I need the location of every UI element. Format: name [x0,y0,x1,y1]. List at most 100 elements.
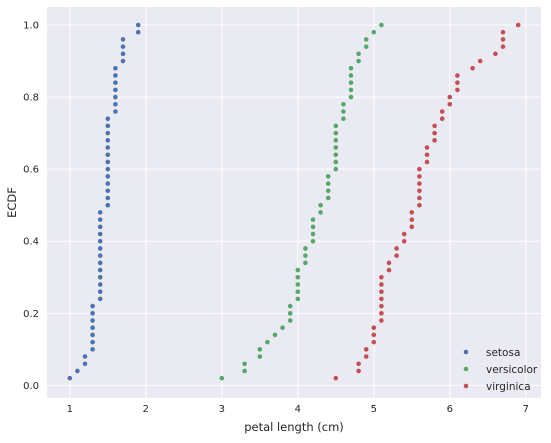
data-point [417,181,422,186]
data-point [341,101,346,107]
data-point [455,80,460,85]
data-point [105,174,111,179]
data-point [120,58,126,64]
data-point [97,260,103,266]
data-point [295,267,301,273]
data-point [105,123,111,129]
data-point [303,260,308,266]
data-point [105,188,111,194]
data-point [333,375,339,381]
data-point [386,267,392,273]
legend-label: virginica [486,381,531,393]
data-point [417,202,422,208]
y-axis-label: ECDF [5,187,19,218]
data-point [409,217,415,222]
data-point [97,253,103,258]
data-point [113,87,118,93]
data-point [97,296,103,302]
data-point [310,217,316,222]
data-point [105,159,111,165]
legend-marker [463,366,469,372]
data-point [348,65,354,71]
data-point [356,58,361,64]
data-point [113,101,118,107]
data-point [287,303,293,309]
data-point [113,94,118,100]
x-tick-label: 7 [523,404,529,415]
data-point [379,289,384,294]
data-point [470,65,475,71]
data-point [120,37,126,42]
data-point [439,109,445,114]
data-point [447,94,453,100]
data-point [401,231,407,237]
data-point [401,238,407,244]
data-point [325,195,331,201]
data-point [333,123,339,129]
data-point [424,159,430,165]
data-point [386,260,392,266]
data-point [371,29,377,35]
data-point [394,246,399,251]
data-point [75,368,80,374]
data-point [120,51,126,57]
x-tick-label: 1 [67,404,73,415]
data-point [348,94,354,100]
data-point [310,231,316,237]
data-point [97,224,103,230]
data-point [105,138,111,143]
data-point [363,44,369,49]
data-point [348,87,354,93]
x-tick-label: 3 [219,404,225,415]
data-point [90,325,95,331]
legend: setosa versicolor virginica [463,347,538,393]
legend-label: versicolor [486,364,538,376]
data-point [409,224,415,230]
data-point [97,282,103,287]
data-point [105,116,111,122]
data-point [105,166,111,172]
data-point [432,138,437,143]
data-point [363,354,369,359]
data-point [105,181,111,186]
data-point [219,375,225,381]
data-point [105,152,111,158]
data-point [515,22,521,28]
data-point [424,152,430,158]
data-point [310,238,316,244]
data-point [97,210,103,215]
data-point [363,347,369,352]
data-point [105,130,111,136]
data-point [135,29,141,35]
data-point [257,347,263,352]
data-point [105,145,111,150]
y-tick-label: 0.4 [23,237,39,248]
legend-marker [463,383,469,389]
y-tick-label: 1.0 [23,21,39,32]
data-point [113,65,118,71]
data-point [455,87,460,93]
data-point [242,361,247,367]
data-point [477,58,483,64]
y-tick-label: 0.2 [23,309,39,320]
y-tick-label: 0.0 [23,381,39,392]
data-point [287,318,293,323]
data-point [135,22,141,28]
data-point [265,339,270,345]
data-point [113,73,118,78]
data-point [97,246,103,251]
data-point [242,368,247,374]
x-tick-labels: 1 2 3 4 5 6 7 [67,404,529,415]
data-point [257,354,263,359]
data-point [341,116,346,122]
data-point [379,311,384,316]
legend-marker [463,349,469,355]
data-point [348,80,354,85]
data-point [90,318,95,323]
data-point [272,332,278,338]
data-point [424,145,430,150]
data-point [379,274,384,280]
data-point [379,282,384,287]
data-point [97,267,103,273]
